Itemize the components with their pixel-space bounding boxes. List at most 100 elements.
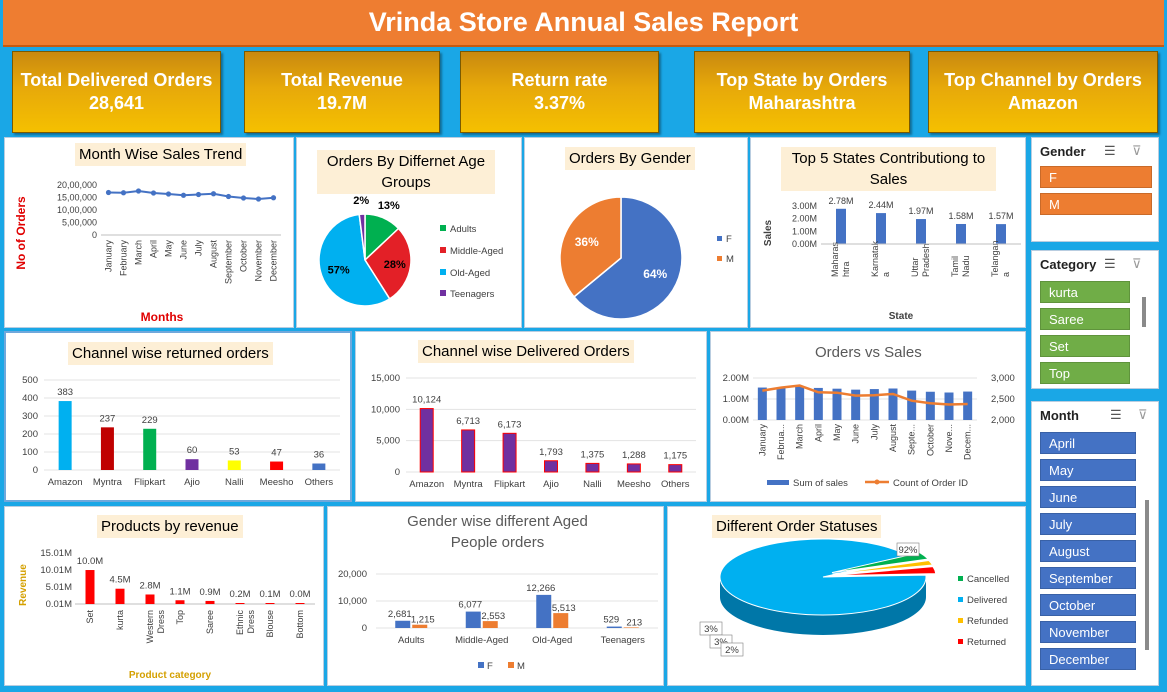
slicer-scrollbar[interactable] xyxy=(1145,500,1149,650)
slicer-item-kurta[interactable]: kurta xyxy=(1040,281,1130,303)
x-tick-label: Myntra xyxy=(93,477,123,488)
y-axis-title: No of Orders xyxy=(14,196,28,270)
y-tick-label: 5,00,000 xyxy=(62,218,97,228)
data-point xyxy=(105,189,112,196)
panel-products-revenue: Products by revenue 0.01M 5.01M 10.01M 15.0… xyxy=(4,506,324,686)
report-title: Vrinda Store Annual Sales Report xyxy=(3,0,1164,47)
y-tick-label: 300 xyxy=(22,411,38,422)
y-tick-label: 10,00,000 xyxy=(57,205,97,215)
bar xyxy=(419,408,434,473)
data-label: 3% xyxy=(714,637,728,648)
data-label: 2% xyxy=(353,195,369,207)
x-tick-label: Telangan xyxy=(990,240,1000,277)
x-tick-label: Ajio xyxy=(184,477,200,488)
slicer-item-may[interactable]: May xyxy=(1040,459,1136,481)
multi-select-icon[interactable]: ☰ xyxy=(1104,256,1116,271)
x-axis-title: State xyxy=(889,311,914,322)
clear-filter-icon[interactable]: ⊽ xyxy=(1138,407,1148,422)
y-tick-label: 3.00M xyxy=(792,201,817,211)
slicer-item-april[interactable]: April xyxy=(1040,432,1136,454)
panel-top-states: Top 5 States Contributiong to Sales 0.00… xyxy=(750,137,1026,328)
bar xyxy=(295,603,305,604)
multi-select-icon[interactable]: ☰ xyxy=(1110,407,1122,422)
x-tick-label: Flipkart xyxy=(134,477,166,488)
data-label: 237 xyxy=(99,413,115,424)
bar xyxy=(813,387,823,420)
kpi-card-top-state: Top State by Orders Maharashtra xyxy=(694,51,910,133)
data-point xyxy=(135,188,142,194)
slicer-title: Month xyxy=(1040,408,1079,423)
kpi-value: 3.37% xyxy=(533,93,586,113)
clear-filter-icon[interactable]: ⊽ xyxy=(1132,256,1142,271)
slicer-item-november[interactable]: November xyxy=(1040,621,1136,643)
legend-label: Refunded xyxy=(967,616,1008,627)
y-tick-label: 0 xyxy=(362,623,367,634)
pie-slice-side xyxy=(720,577,926,635)
legend-swatch xyxy=(958,597,963,602)
x-tick-label: Meesho xyxy=(617,479,651,490)
slicer-item-june[interactable]: June xyxy=(1040,486,1136,508)
clear-filter-icon[interactable]: ⊽ xyxy=(1132,143,1142,158)
x-tick-label: June xyxy=(851,424,861,444)
slicer-title: Gender xyxy=(1040,144,1086,159)
data-label: 2.44M xyxy=(868,200,893,210)
x-tick-label: Blouse xyxy=(265,610,275,638)
slicer-item-october[interactable]: October xyxy=(1040,594,1136,616)
data-label: 2,553 xyxy=(481,611,505,622)
slicer-item-f[interactable]: F xyxy=(1040,166,1152,188)
slicer-item-september[interactable]: September xyxy=(1040,567,1136,589)
chart-title: Orders vs Sales xyxy=(815,344,922,361)
y-tick-label: 500 xyxy=(22,375,38,386)
kpi-label: Total Delivered Orders xyxy=(20,70,213,90)
bar xyxy=(925,391,935,420)
x-tick-label: Tamil xyxy=(950,256,960,277)
y-tick-label: 0 xyxy=(92,230,97,240)
y-axis-title: Revenue xyxy=(18,564,29,606)
data-label: 529 xyxy=(603,615,619,626)
chart-title: Top 5 States Contributiong to Sales xyxy=(781,147,996,191)
data-label: 10.0M xyxy=(77,556,103,567)
slicer-item-set[interactable]: Set xyxy=(1040,335,1130,357)
bar xyxy=(869,389,879,420)
bar xyxy=(145,594,155,604)
y-tick-label: 0.00M xyxy=(723,415,749,426)
series-line xyxy=(762,384,968,406)
slicer-month: Month ☰ ⊽ April May June July August Septembe… xyxy=(1031,401,1159,686)
slicer-item-saree[interactable]: Saree xyxy=(1040,308,1130,330)
panel-gender: Orders By Gender 64% 36% F M xyxy=(524,137,748,328)
y-tick-label: 15,000 xyxy=(371,373,400,384)
slicer-item-august[interactable]: August xyxy=(1040,540,1136,562)
slicer-item-top[interactable]: Top xyxy=(1040,362,1130,384)
slicer-item-july[interactable]: July xyxy=(1040,513,1136,535)
legend-label: Teenagers xyxy=(450,289,495,300)
products-revenue-chart: 0.01M 5.01M 10.01M 15.01M 10.0M Set 4.5M kurta 2… xyxy=(18,548,315,681)
panel-age-groups: Orders By Differnet Age Groups 13% 28% 57%… xyxy=(296,137,522,328)
data-label: 6,077 xyxy=(458,600,482,611)
x-tick-label: Nadu xyxy=(961,255,971,277)
bar xyxy=(536,594,552,628)
data-point xyxy=(240,195,247,201)
legend-label: Adults xyxy=(450,224,477,235)
data-label: 1,793 xyxy=(539,447,563,458)
legend-swatch xyxy=(958,576,963,581)
x-tick-label: Amazon xyxy=(409,479,444,490)
slicer-item-december[interactable]: December xyxy=(1040,648,1136,670)
y-axis-title: Sales xyxy=(763,219,774,246)
data-label: 3% xyxy=(704,624,718,635)
pie-slice xyxy=(358,213,366,261)
y-tick-label: 5.01M xyxy=(46,582,72,593)
y-tick-label: 10.01M xyxy=(40,565,72,576)
legend-label: F xyxy=(487,661,493,672)
slicer-scrollbar[interactable] xyxy=(1142,297,1146,327)
panel-orders-vs-sales: Orders vs Sales 0.00M 1.00M 2.00M 2,000 2,50… xyxy=(710,331,1026,502)
kpi-value: 28,641 xyxy=(88,93,145,113)
y-tick-label: 10,000 xyxy=(338,596,367,607)
bar xyxy=(776,387,786,420)
slicer-item-m[interactable]: M xyxy=(1040,193,1152,215)
multi-select-icon[interactable]: ☰ xyxy=(1104,143,1116,158)
y-tick-label: 15,00,000 xyxy=(57,193,97,203)
x-tick-label: a xyxy=(1001,272,1011,277)
data-label: 28% xyxy=(384,259,406,271)
x-tick-label: kurta xyxy=(115,610,125,630)
